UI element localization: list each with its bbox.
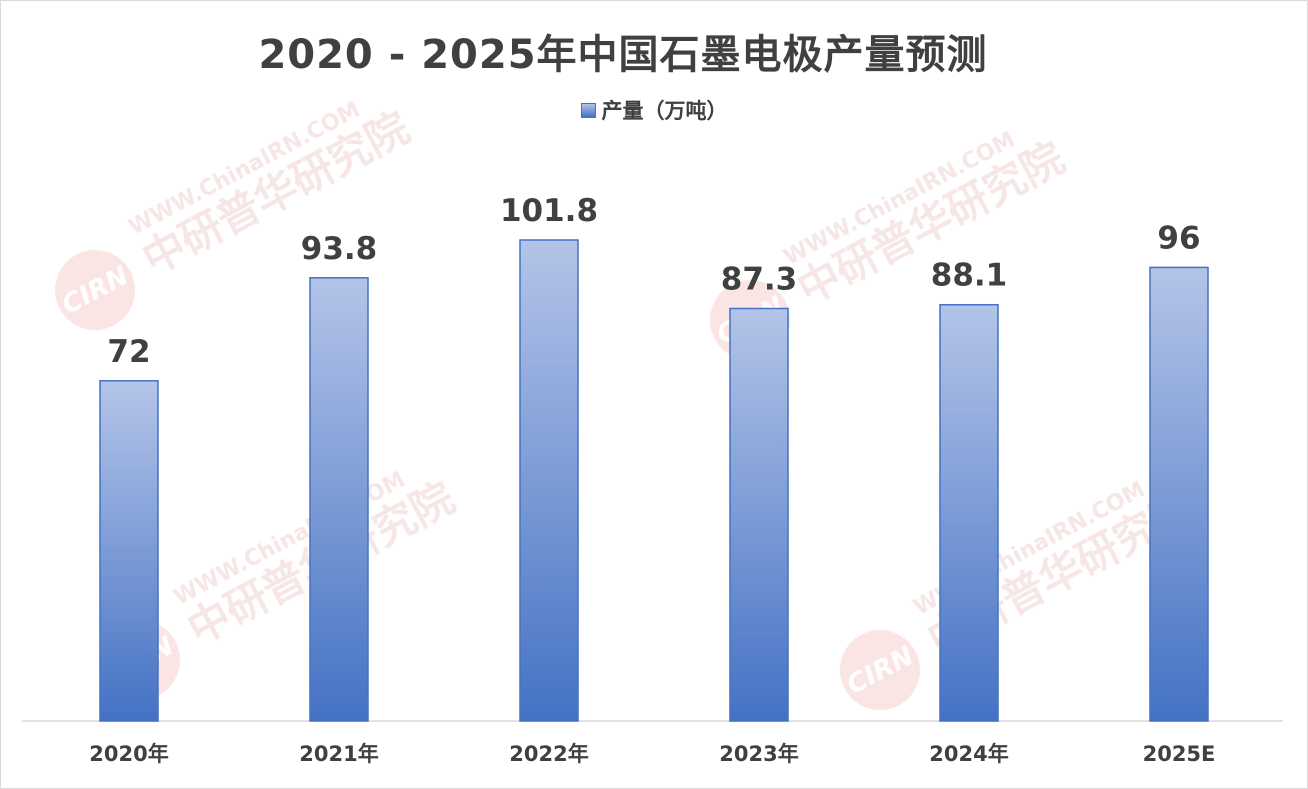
legend-swatch <box>580 103 596 118</box>
x-tick-label-2: 2022年 <box>509 742 588 766</box>
data-label-4: 88.1 <box>931 258 1008 294</box>
data-label-1: 93.8 <box>301 231 378 267</box>
legend-label: 产量（万吨） <box>601 99 728 123</box>
x-axis-tick-labels: 2020年 2021年 2022年 2023年 2024年 2025E <box>89 742 1215 766</box>
data-label-3: 87.3 <box>721 262 798 298</box>
bar-1 <box>309 277 369 722</box>
bar-5 <box>1149 266 1209 722</box>
legend: 产量（万吨） <box>0 95 1308 125</box>
x-tick-label-0: 2020年 <box>89 742 168 766</box>
bar-4 <box>939 303 999 722</box>
data-labels: 72 93.8 101.8 87.3 88.1 96 <box>107 193 1200 370</box>
bar-3 <box>729 307 789 722</box>
x-tick-label-5: 2025E <box>1143 742 1216 766</box>
bar-2 <box>519 239 579 722</box>
x-tick-label-3: 2023年 <box>719 742 798 766</box>
chart-title: 2020 - 2025年中国石墨电极产量预测 <box>258 32 988 78</box>
data-label-5: 96 <box>1157 220 1200 256</box>
data-label-0: 72 <box>107 334 150 370</box>
data-label-2: 101.8 <box>500 193 598 229</box>
bar-0 <box>99 380 159 722</box>
watermark-layer: CIRN中研普华研究院WWW.ChinaIRN.COMCIRN中研普华研究院WW… <box>54 98 1202 710</box>
x-tick-label-1: 2021年 <box>299 742 378 766</box>
x-tick-label-4: 2024年 <box>929 742 1008 766</box>
bars <box>99 239 1209 722</box>
